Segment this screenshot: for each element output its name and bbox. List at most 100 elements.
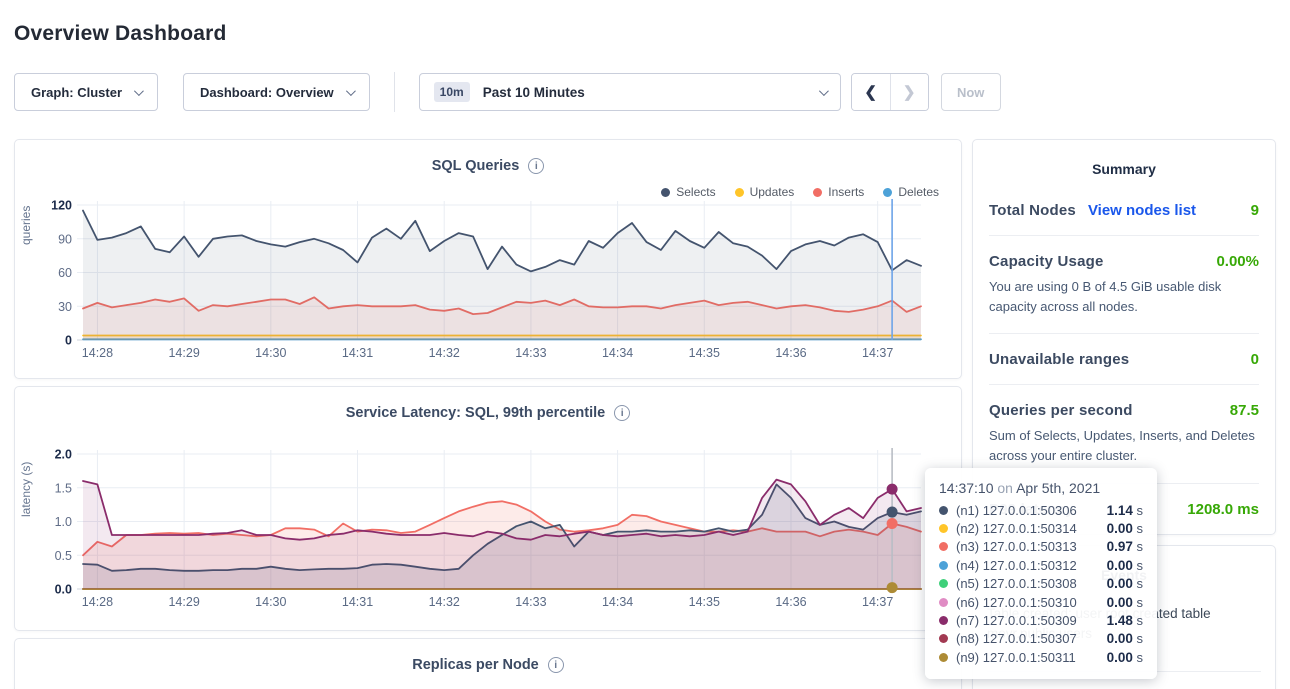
controls-divider — [394, 72, 395, 112]
summary-row: Unavailable ranges 0 — [989, 334, 1259, 385]
tooltip-node-value: 0.00 s — [1107, 650, 1143, 665]
tooltip-node-row: (n6) 127.0.0.1:50310 0.00 s — [939, 593, 1143, 611]
time-now-button[interactable]: Now — [941, 73, 1001, 111]
sql-queries-svg: 030609012014:2814:2914:3014:3114:3214:33… — [15, 195, 961, 365]
tooltip-node-row: (n3) 127.0.0.1:50313 0.97 s — [939, 538, 1143, 556]
sql-queries-chart-card: SQL Queries i SelectsUpdatesInsertsDelet… — [14, 139, 962, 379]
x-tick-label: 14:29 — [168, 595, 199, 609]
tooltip-node-value: 1.14 s — [1107, 503, 1143, 518]
time-next-button[interactable]: ❯ — [890, 74, 928, 110]
view-nodes-list-link[interactable]: View nodes list — [1088, 202, 1196, 219]
tooltip-on: on — [997, 480, 1013, 496]
x-tick-label: 14:30 — [255, 595, 286, 609]
x-tick-label: 14:37 — [862, 595, 893, 609]
x-tick-label: 14:34 — [602, 346, 633, 360]
hover-point-dot — [887, 518, 898, 529]
summary-row-label: Unavailable ranges — [989, 351, 1129, 368]
summary-row-description: Sum of Selects, Updates, Inserts, and De… — [989, 426, 1259, 466]
tooltip-value-unit: s — [1133, 558, 1143, 573]
page-title: Overview Dashboard — [14, 22, 1276, 46]
service-latency-chart-title: Service Latency: SQL, 99th percentile i — [15, 387, 961, 421]
chart-title-text: Replicas per Node — [412, 657, 539, 673]
sql-queries-chart-title: SQL Queries i — [15, 140, 961, 174]
x-tick-label: 14:35 — [689, 595, 720, 609]
tooltip-node-value: 0.97 s — [1107, 539, 1143, 554]
tooltip-node-label: (n4) 127.0.0.1:50312 — [956, 558, 1099, 573]
hover-point-dot — [887, 582, 898, 593]
tooltip-series-dot-icon — [939, 598, 948, 607]
summary-row: Capacity Usage0.00% You are using 0 B of … — [989, 236, 1259, 334]
y-tick-label: 30 — [58, 300, 72, 314]
controls-bar: Graph: Cluster Dashboard: Overview 10m P… — [14, 72, 1276, 112]
tooltip-date: Apr 5th, 2021 — [1016, 480, 1100, 496]
time-range-dropdown[interactable]: 10m Past 10 Minutes — [419, 73, 841, 111]
tooltip-node-label: (n2) 127.0.0.1:50314 — [956, 521, 1099, 536]
x-tick-label: 14:30 — [255, 346, 286, 360]
sql-queries-plot[interactable]: 030609012014:2814:2914:3014:3114:3214:33… — [15, 195, 961, 370]
y-tick-label: 0 — [65, 334, 72, 348]
x-tick-label: 14:33 — [515, 346, 546, 360]
summary-row-label: Queries per second — [989, 402, 1133, 419]
tooltip-node-value: 0.00 s — [1107, 595, 1143, 610]
graph-scope-label: Graph: Cluster — [31, 85, 122, 100]
time-nav-group: ❮ ❯ — [851, 73, 929, 111]
info-icon[interactable]: i — [528, 158, 544, 174]
chart-hover-tooltip: 14:37:10 on Apr 5th, 2021 (n1) 127.0.0.1… — [925, 468, 1157, 679]
tooltip-node-label: (n5) 127.0.0.1:50308 — [956, 576, 1099, 591]
y-tick-label: 1.5 — [55, 481, 72, 495]
chevron-down-icon — [134, 86, 144, 96]
chevron-down-icon — [346, 86, 356, 96]
dashboard-dropdown[interactable]: Dashboard: Overview — [183, 73, 370, 111]
tooltip-node-value: 0.00 s — [1107, 576, 1143, 591]
service-latency-svg: 0.00.51.01.52.014:2814:2914:3014:3114:32… — [15, 444, 961, 614]
tooltip-series-dot-icon — [939, 506, 948, 515]
x-tick-label: 14:36 — [775, 346, 806, 360]
tooltip-node-label: (n3) 127.0.0.1:50313 — [956, 539, 1099, 554]
summary-row: Total NodesView nodes list9 — [989, 185, 1259, 236]
chart-title-text: Service Latency: SQL, 99th percentile — [346, 405, 606, 421]
tooltip-node-row: (n7) 127.0.0.1:503091.48 s — [939, 611, 1143, 629]
tooltip-series-dot-icon — [939, 561, 948, 570]
tooltip-series-dot-icon — [939, 634, 948, 643]
summary-row-value: 87.5 — [1230, 402, 1259, 419]
tooltip-node-row: (n2) 127.0.0.1:503140.00 s — [939, 519, 1143, 537]
tooltip-node-value: 0.00 s — [1107, 558, 1143, 573]
service-latency-plot[interactable]: 0.00.51.01.52.014:2814:2914:3014:3114:32… — [15, 444, 961, 619]
x-tick-label: 14:29 — [168, 346, 199, 360]
hover-point-dot — [887, 484, 898, 495]
tooltip-time: 14:37:10 — [939, 480, 994, 496]
summary-row-value: 1208.0 ms — [1187, 501, 1259, 518]
y-tick-label: 1.0 — [55, 515, 72, 529]
tooltip-series-dot-icon — [939, 616, 948, 625]
tooltip-node-row: (n4) 127.0.0.1:50312 0.00 s — [939, 556, 1143, 574]
tooltip-value-unit: s — [1133, 613, 1143, 628]
tooltip-series-dot-icon — [939, 524, 948, 533]
y-tick-label: 60 — [58, 266, 72, 280]
graph-scope-dropdown[interactable]: Graph: Cluster — [14, 73, 158, 111]
summary-row-line: Capacity Usage0.00% — [989, 253, 1259, 270]
info-icon[interactable]: i — [614, 405, 630, 421]
summary-row-value: 0 — [1251, 351, 1259, 368]
time-range-badge: 10m — [434, 82, 470, 102]
y-tick-label: 0.0 — [55, 583, 72, 597]
hover-point-dot — [887, 507, 898, 518]
x-tick-label: 14:34 — [602, 595, 633, 609]
summary-row-value: 9 — [1251, 202, 1259, 219]
x-tick-label: 14:36 — [775, 595, 806, 609]
tooltip-value-unit: s — [1133, 576, 1143, 591]
tooltip-series-dot-icon — [939, 653, 948, 662]
summary-row-description: You are using 0 B of 4.5 GiB usable disk… — [989, 277, 1259, 317]
tooltip-node-label: (n6) 127.0.0.1:50310 — [956, 595, 1099, 610]
summary-row-line: Queries per second 87.5 — [989, 402, 1259, 419]
time-prev-button[interactable]: ❮ — [852, 74, 890, 110]
tooltip-series-dot-icon — [939, 579, 948, 588]
tooltip-node-row: (n9) 127.0.0.1:503110.00 s — [939, 648, 1143, 666]
x-tick-label: 14:28 — [82, 346, 113, 360]
summary-row-value: 0.00% — [1216, 253, 1259, 270]
y-tick-label: 0.5 — [55, 549, 72, 563]
x-tick-label: 14:28 — [82, 595, 113, 609]
tooltip-value-unit: s — [1133, 503, 1143, 518]
info-icon[interactable]: i — [548, 657, 564, 673]
x-tick-label: 14:32 — [429, 595, 460, 609]
chart-title-text: SQL Queries — [432, 158, 520, 174]
